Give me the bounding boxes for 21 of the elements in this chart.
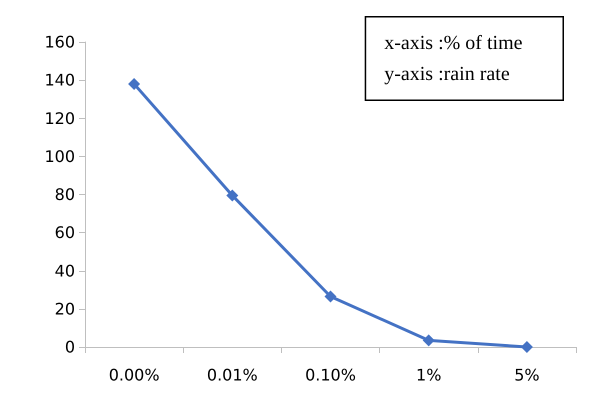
- x-tick-label: 0.00%: [108, 366, 160, 384]
- y-tick-label: 80: [54, 185, 75, 204]
- point: [422, 334, 435, 346]
- point: [226, 189, 238, 202]
- y-tick-label: 20: [54, 299, 75, 318]
- y-tick-label: 0: [64, 338, 75, 356]
- annotation: x-axis :% of time: [384, 32, 523, 54]
- point: [128, 78, 140, 90]
- annotation: y-axis :rain rate: [384, 63, 510, 85]
- y-tick-label: 60: [54, 223, 75, 242]
- y-tick-label: 140: [44, 70, 75, 90]
- point: [324, 290, 336, 302]
- y-tick-label: 100: [44, 146, 75, 166]
- point: [520, 341, 533, 353]
- y-tick-label: 120: [44, 108, 75, 128]
- x-tick-label: 0.01%: [206, 366, 258, 384]
- y-tick-label: 40: [54, 261, 75, 280]
- x-tick-label: 0.10%: [305, 366, 356, 384]
- x-tick-label: 1%: [416, 366, 442, 384]
- y-tick-label: 160: [44, 32, 75, 52]
- x-tick-label: 5%: [514, 366, 540, 384]
